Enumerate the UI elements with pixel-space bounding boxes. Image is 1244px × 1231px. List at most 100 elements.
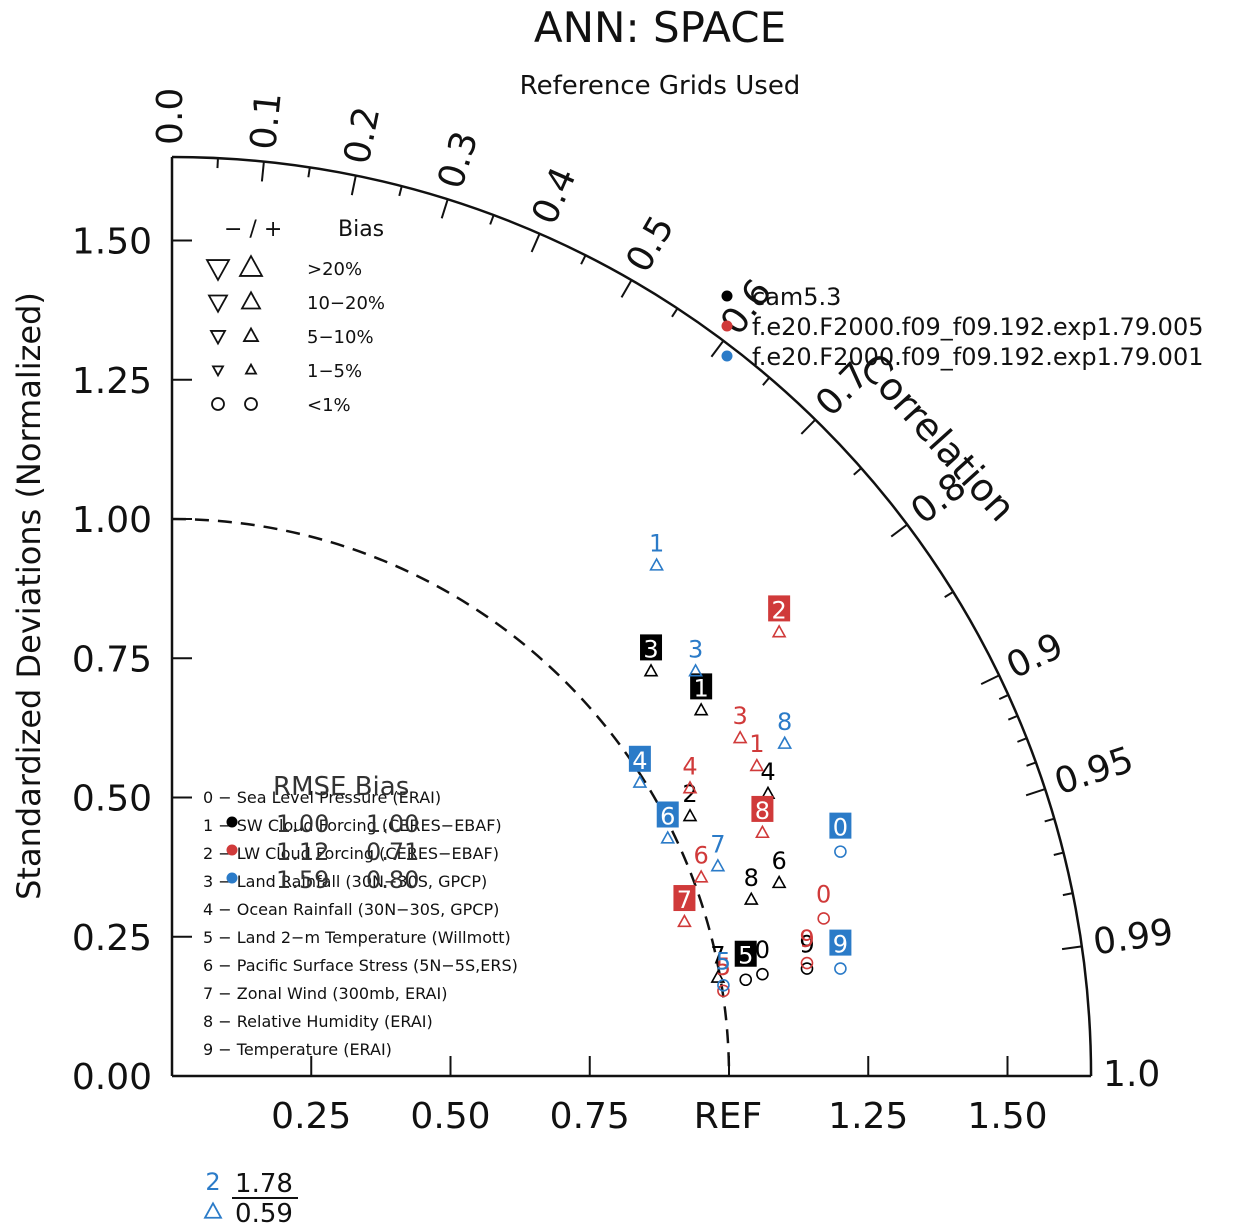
- data-point-label: 1: [649, 530, 664, 558]
- corr-tick: [1061, 945, 1083, 951]
- corr-tick: [800, 418, 817, 435]
- corr-minor-tick: [580, 254, 587, 265]
- data-point-label: 9: [799, 925, 814, 953]
- bias-legend-down-triangle: [205, 259, 231, 282]
- data-point-marker: [743, 891, 759, 905]
- offscale-label: 2: [205, 1168, 220, 1196]
- data-point-marker: [682, 808, 698, 822]
- data-point-marker: [800, 962, 814, 975]
- bias-legend-up-triangle: [238, 254, 264, 277]
- corr-minor-tick: [944, 591, 954, 598]
- data-point-label-box: [768, 595, 791, 622]
- data-point-marker: [834, 962, 847, 975]
- corr-tick-label: 0.5: [618, 209, 682, 279]
- bias-legend-row-label: 10−20%: [307, 293, 385, 314]
- data-point-label: 8: [744, 864, 759, 892]
- x-tick-label: 0.75: [550, 1096, 630, 1137]
- axes: 0.000.250.500.751.001.251.500.25 0.50 0.75…: [72, 88, 1176, 1137]
- data-point-label: 5: [738, 942, 753, 970]
- corr-tick-label: 0.2: [337, 103, 389, 167]
- corr-minor-tick: [1026, 761, 1037, 767]
- data-point-label: 9: [799, 931, 814, 959]
- corr-tick: [980, 674, 1000, 686]
- rmse-row-dot: [226, 816, 238, 828]
- variable-legend-item: 7 − Zonal Wind (300mb, ERAI): [203, 984, 447, 1003]
- data-point-label: 0: [755, 936, 770, 964]
- data-point-label: 2: [771, 596, 786, 624]
- bias-legend-row-label: >20%: [307, 259, 362, 280]
- data-point-label-box: [829, 929, 852, 956]
- case-legend-dot: [721, 350, 733, 362]
- variable-legend: 0 − Sea Level Pressure (ERAI) 1 − SW Clou…: [203, 772, 518, 1059]
- data-point-label-box: [690, 673, 713, 700]
- bias-legend: − / + Bias >20% 10−20% 5−10% 1−5% <1%: [205, 217, 385, 416]
- data-point-label: 1: [749, 730, 764, 758]
- data-point-label: 6: [694, 841, 709, 869]
- y-tick-label: 0.50: [72, 779, 152, 820]
- chart-subtitle: Reference Grids Used: [520, 71, 801, 101]
- data-point-label: 0: [816, 880, 831, 908]
- bias-legend-circle: [211, 397, 225, 411]
- data-point-label: 6: [771, 847, 786, 875]
- data-point-label: 7: [710, 942, 725, 970]
- corr-tick-label: 0.9: [1000, 625, 1069, 687]
- y-tick-label: 0.00: [72, 1057, 152, 1098]
- corr-tick: [260, 161, 265, 182]
- data-point-label: 7: [677, 886, 692, 914]
- data-point-label: 8: [755, 797, 770, 825]
- corr-minor-tick: [1017, 737, 1028, 743]
- variable-legend-item: 0 − Sea Level Pressure (ERAI): [203, 788, 441, 807]
- bias-legend-title: Bias: [338, 217, 384, 242]
- variable-legend-item: 8 − Relative Humidity (ERAI): [203, 1012, 433, 1031]
- rmse-bias-header: RMSE Bias: [273, 772, 409, 802]
- variable-legend-item: 6 − Pacific Surface Stress (5N−5S,ERS): [203, 956, 518, 975]
- corr-minor-tick: [671, 307, 679, 318]
- corr-tick-label: 0.99: [1091, 912, 1176, 964]
- data-point-label-box: [673, 885, 696, 912]
- bias-value: 1.00: [366, 810, 419, 838]
- data-point-label: 4: [682, 752, 697, 780]
- variable-legend-item: 1 − SW Cloud Forcing (CERES−EBAF): [203, 816, 502, 835]
- data-point-marker: [732, 730, 748, 744]
- data-point-marker: [834, 845, 847, 858]
- data-point-marker: [755, 824, 770, 839]
- data-point-marker: [688, 663, 703, 677]
- data-point-label: 3: [688, 635, 703, 663]
- data-point-marker: [771, 624, 787, 638]
- chart-title: ANN: SPACE: [534, 3, 786, 52]
- y-tick-label: 0.75: [72, 639, 152, 680]
- corr-tick-label: 0.0: [150, 88, 191, 145]
- data-point-marker: [649, 557, 664, 571]
- bias-legend-up-triangle: [244, 362, 258, 375]
- variable-legend-item: 5 − Land 2−m Temperature (Willmott): [203, 928, 511, 947]
- case-legend-label: f.e20.F2000.f09_f09.192.exp1.79.005: [752, 313, 1203, 341]
- data-point-label: 8: [777, 708, 792, 736]
- y-tick-label: 1.00: [72, 500, 152, 541]
- corr-minor-tick: [1062, 892, 1073, 897]
- bias-legend-down-triangle: [207, 294, 229, 314]
- data-point-label-box: [734, 940, 757, 967]
- bias-legend-circle: [244, 397, 258, 411]
- rmse-value: 1.12: [276, 838, 329, 866]
- data-point-marker: [717, 984, 730, 998]
- data-point-label-box: [829, 812, 852, 839]
- x-tick-label: 0.25: [271, 1096, 351, 1137]
- data-point-marker: [643, 663, 659, 677]
- bias-legend-row-label: 1−5%: [307, 361, 362, 382]
- bias-legend-row-label: 5−10%: [307, 327, 374, 348]
- corr-tick: [350, 175, 357, 196]
- data-point-label-box: [656, 801, 679, 828]
- case-legend-label: cam5.3: [752, 283, 841, 311]
- data-point-label: 0: [833, 814, 848, 842]
- data-point-label-box: [751, 795, 774, 822]
- data-point-label: 2: [682, 780, 697, 808]
- variable-legend-item: 3 − Land Rainfall (30N−30S, GPCP): [203, 872, 487, 891]
- offscale-marker: 2 1.780.59: [203, 1168, 298, 1229]
- bias-value: 0.71: [366, 838, 419, 866]
- corr-tick-label: 0.4: [524, 161, 584, 230]
- corr-minor-tick: [762, 376, 771, 386]
- data-point-marker: [739, 973, 753, 987]
- corr-tick-label: 0.3: [430, 127, 486, 194]
